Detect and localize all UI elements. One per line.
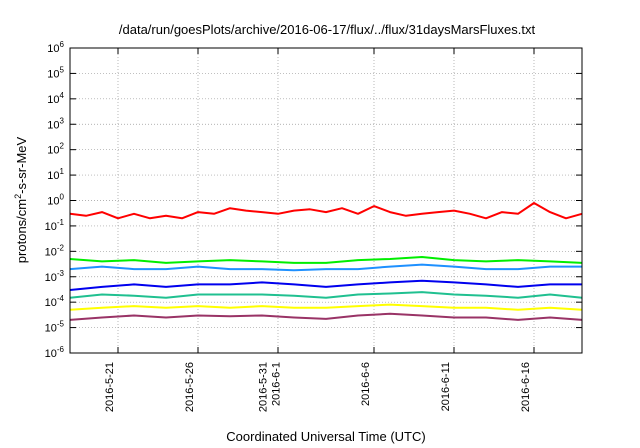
y-tick-label: 106 <box>47 40 64 55</box>
y-tick-base: 10 <box>47 119 59 131</box>
y-tick-label: 104 <box>47 91 64 106</box>
y-tick-base: 10 <box>45 323 57 335</box>
grid <box>70 48 582 353</box>
y-tick-base: 10 <box>47 145 59 157</box>
y-label-sup: 2 <box>13 194 23 199</box>
chart-title: /data/run/goesPlots/archive/2016-06-17/f… <box>119 22 536 37</box>
y-tick-label: 101 <box>47 167 64 182</box>
x-axis-label: Coordinated Universal Time (UTC) <box>226 429 425 444</box>
x-tick-label: 2016-6-6 <box>360 362 372 406</box>
x-tick-label: 2016-6-16 <box>520 362 532 412</box>
series-line-6 <box>69 303 583 311</box>
y-tick-exponent: -1 <box>57 218 65 227</box>
y-tick-exponent: 1 <box>60 167 65 176</box>
series-line-5 <box>69 291 583 299</box>
y-tick-label: 10-2 <box>45 243 65 258</box>
y-tick-base: 10 <box>47 196 59 208</box>
y-tick-exponent: -4 <box>57 294 65 303</box>
x-axis: 2016-5-21 2016-5-26 2016-5-31 2016-6-1 2016-… <box>104 48 535 412</box>
y-tick-exponent: 3 <box>60 116 65 125</box>
y-tick-base: 10 <box>45 297 57 309</box>
y-tick-label: 10-4 <box>45 294 65 309</box>
y-tick-base: 10 <box>45 246 57 258</box>
y-axis: 10-610-510-410-310-210-11001011021031041… <box>45 40 582 360</box>
y-tick-exponent: 4 <box>60 91 65 100</box>
y-tick-exponent: -6 <box>57 345 65 354</box>
y-tick-exponent: 0 <box>60 193 65 202</box>
y-tick-label: 10-5 <box>45 320 65 335</box>
y-tick-label: 10-3 <box>45 269 65 284</box>
y-tick-label: 105 <box>47 65 64 80</box>
x-tick-label: 2016-6-1 <box>271 362 283 406</box>
y-tick-exponent: 5 <box>60 65 65 74</box>
y-tick-base: 10 <box>45 348 57 360</box>
y-label-base: protons/cm <box>14 199 29 263</box>
y-tick-exponent: -3 <box>57 269 65 278</box>
series-line-1 <box>69 202 583 220</box>
series-line-7 <box>69 312 583 321</box>
x-tick-label: 2016-5-26 <box>184 362 196 412</box>
y-axis-label: protons/cm2-s-sr-MeV <box>13 136 29 263</box>
y-tick-exponent: 6 <box>60 40 65 49</box>
y-tick-base: 10 <box>47 94 59 106</box>
y-label-rest: -s-sr-MeV <box>14 136 29 193</box>
series-line-3 <box>69 263 582 272</box>
y-tick-label: 10-6 <box>45 345 65 360</box>
x-tick-label: 2016-6-11 <box>440 362 452 411</box>
y-tick-exponent: 2 <box>60 142 65 151</box>
y-tick-base: 10 <box>47 68 59 80</box>
series-layer <box>69 202 583 321</box>
series-line-2 <box>69 256 583 264</box>
x-tick-label: 2016-5-21 <box>104 362 116 412</box>
y-tick-label: 100 <box>47 193 64 208</box>
series-line-4 <box>69 279 582 291</box>
x-tick-label: 2016-5-31 <box>258 362 270 412</box>
y-tick-base: 10 <box>45 272 57 284</box>
y-tick-label: 10-1 <box>45 218 65 233</box>
y-tick-exponent: -2 <box>57 243 65 252</box>
y-tick-base: 10 <box>45 221 57 233</box>
y-tick-base: 10 <box>47 43 59 55</box>
y-tick-label: 103 <box>47 116 64 131</box>
y-tick-base: 10 <box>47 170 59 182</box>
y-tick-label: 102 <box>47 142 64 157</box>
y-tick-exponent: -5 <box>57 320 65 329</box>
